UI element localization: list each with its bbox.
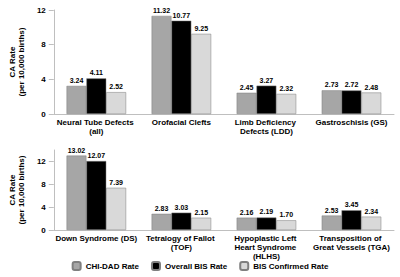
svg-text:(TOF): (TOF) — [171, 243, 193, 252]
svg-text:0: 0 — [41, 110, 46, 119]
svg-text:2.48: 2.48 — [365, 84, 379, 91]
svg-text:Orofacial Clefts: Orofacial Clefts — [152, 118, 212, 127]
svg-text:(per 10,000 births): (per 10,000 births) — [17, 155, 26, 224]
svg-text:1.70: 1.70 — [279, 211, 293, 218]
svg-text:2.32: 2.32 — [279, 85, 293, 92]
svg-text:Hypoplastic Left: Hypoplastic Left — [234, 234, 298, 243]
svg-text:CA Rate: CA Rate — [8, 46, 17, 77]
svg-text:4: 4 — [41, 203, 46, 212]
svg-text:2.72: 2.72 — [345, 81, 359, 88]
svg-text:8: 8 — [41, 40, 46, 49]
svg-text:Tetralogy of Fallot: Tetralogy of Fallot — [146, 234, 217, 243]
svg-text:4.11: 4.11 — [90, 69, 103, 76]
svg-text:12: 12 — [37, 6, 46, 15]
svg-text:3.24: 3.24 — [70, 77, 84, 84]
svg-text:3.03: 3.03 — [175, 204, 189, 211]
svg-text:Limb Deficiency: Limb Deficiency — [235, 118, 299, 127]
svg-text:Overall BIS Rate: Overall BIS Rate — [165, 262, 228, 271]
svg-text:Gastroschisis (GS): Gastroschisis (GS) — [315, 118, 387, 127]
svg-text:10.77: 10.77 — [173, 12, 191, 19]
svg-text:Heart Syndrome: Heart Syndrome — [234, 243, 298, 252]
svg-text:2.53: 2.53 — [325, 207, 339, 214]
svg-text:3.27: 3.27 — [260, 77, 274, 84]
svg-text:2.34: 2.34 — [365, 208, 379, 215]
svg-text:7.39: 7.39 — [109, 179, 123, 186]
svg-text:CA Rate: CA Rate — [8, 174, 17, 205]
svg-text:13.02: 13.02 — [68, 147, 86, 154]
svg-text:2.15: 2.15 — [194, 209, 208, 216]
svg-text:CHI-DAD Rate: CHI-DAD Rate — [86, 262, 140, 271]
svg-text:(all): (all) — [89, 127, 104, 136]
svg-text:BIS Confirmed Rate: BIS Confirmed Rate — [253, 262, 329, 271]
svg-text:12.07: 12.07 — [88, 152, 106, 159]
svg-text:8: 8 — [41, 180, 46, 189]
svg-text:Transposition of: Transposition of — [319, 234, 383, 243]
svg-text:(per 10,000 births): (per 10,000 births) — [17, 27, 26, 96]
svg-text:(HLHS): (HLHS) — [253, 252, 280, 261]
svg-text:Neural Tube Defects: Neural Tube Defects — [57, 118, 136, 127]
svg-text:2.16: 2.16 — [240, 209, 254, 216]
svg-text:2.52: 2.52 — [109, 83, 123, 90]
svg-text:9.25: 9.25 — [194, 25, 208, 32]
svg-text:Great Vessels (TGA): Great Vessels (TGA) — [313, 243, 390, 252]
svg-text:Defects (LDD): Defects (LDD) — [240, 127, 293, 136]
svg-text:2.45: 2.45 — [240, 84, 254, 91]
svg-text:11.32: 11.32 — [153, 7, 170, 14]
svg-text:3.45: 3.45 — [345, 201, 359, 208]
svg-text:4: 4 — [41, 75, 46, 84]
svg-text:2.83: 2.83 — [155, 205, 169, 212]
svg-text:2.19: 2.19 — [260, 208, 274, 215]
svg-text:Down Syndrome (DS): Down Syndrome (DS) — [55, 234, 137, 243]
svg-text:0: 0 — [41, 226, 46, 235]
svg-text:2.73: 2.73 — [325, 81, 339, 88]
svg-text:12: 12 — [37, 157, 46, 166]
